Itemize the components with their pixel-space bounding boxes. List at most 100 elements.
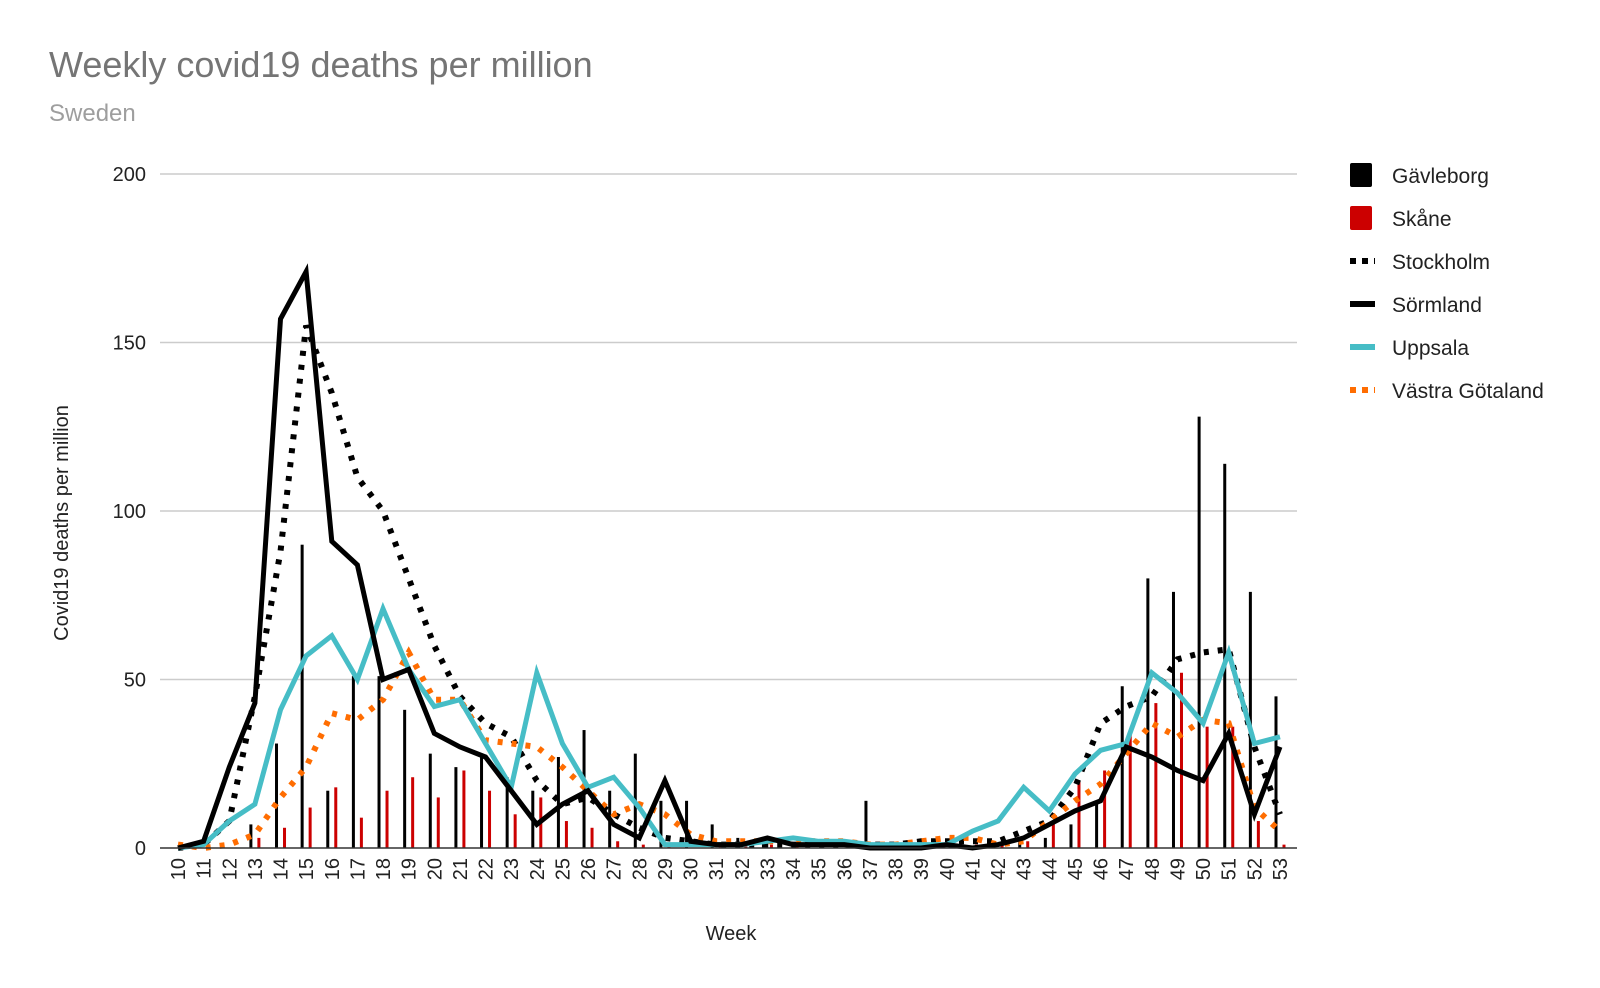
legend-label-g-vleborg: Gävleborg: [1392, 165, 1489, 188]
legend-label-sk-ne: Skåne: [1392, 208, 1452, 231]
bar-sk-ne-17: [359, 817, 363, 848]
x-tick-label: 47: [1116, 858, 1138, 880]
x-tick-label: 50: [1193, 858, 1215, 880]
bar-g-vleborg-31: [710, 824, 714, 848]
bar-marks: [249, 416, 1286, 848]
bar-sk-ne-25: [564, 821, 568, 848]
y-tick-label: 100: [113, 501, 146, 523]
bar-g-vleborg-49: [1171, 591, 1175, 848]
bar-g-vleborg-22: [480, 757, 484, 848]
bar-sk-ne-43: [1026, 841, 1030, 848]
x-axis-title: Week: [706, 923, 758, 945]
x-tick-label: 24: [527, 858, 549, 880]
legend-label-v-stra-g-taland: Västra Götaland: [1392, 380, 1544, 403]
line-stockholm: [177, 324, 1283, 851]
x-tick-label: 21: [450, 858, 472, 880]
bar-sk-ne-33: [769, 844, 773, 848]
x-tick-label: 36: [834, 858, 856, 880]
legend-label-stockholm: Stockholm: [1392, 251, 1490, 274]
bar-sk-ne-23: [513, 814, 517, 848]
bar-sk-ne-21: [462, 770, 466, 848]
x-tick-label: 33: [757, 858, 779, 880]
x-tick-label: 35: [809, 858, 831, 880]
bar-sk-ne-42: [1000, 844, 1004, 848]
legend-label-s-rmland: Sörmland: [1392, 294, 1482, 317]
bar-sk-ne-51: [1231, 726, 1235, 848]
line-s-rmland: [177, 263, 1283, 851]
x-tick-label: 43: [1014, 858, 1036, 880]
bar-g-vleborg-20: [428, 753, 432, 848]
bar-g-vleborg-18: [377, 676, 381, 848]
bar-sk-ne-28: [641, 844, 645, 848]
x-tick-label: 40: [937, 858, 959, 880]
x-tick-label: 25: [552, 858, 574, 880]
bar-g-vleborg-46: [1095, 800, 1099, 848]
x-tick-label: 32: [732, 858, 754, 880]
bar-sk-ne-44: [1051, 824, 1055, 848]
line-marks: [177, 263, 1283, 852]
x-tick-label: 53: [1270, 858, 1292, 880]
x-tick-label: 30: [681, 858, 703, 880]
y-tick-label: 0: [135, 838, 146, 860]
legend-swatch-g-vleborg: [1350, 163, 1372, 187]
bar-g-vleborg-15: [300, 544, 304, 848]
x-tick-label: 14: [271, 858, 293, 880]
x-tick-label: 27: [604, 858, 626, 880]
bar-sk-ne-27: [616, 841, 620, 848]
bar-g-vleborg-47: [1120, 686, 1124, 848]
bar-g-vleborg-30: [685, 800, 689, 848]
bar-g-vleborg-16: [326, 790, 330, 848]
bar-g-vleborg-53: [1274, 696, 1278, 848]
x-tick-label: 52: [1244, 858, 1266, 880]
legend-swatch-sk-ne: [1350, 206, 1372, 230]
line-v-stra-g-taland: [177, 646, 1283, 852]
bar-sk-ne-20: [436, 797, 440, 848]
x-tick-label: 28: [629, 858, 651, 880]
x-tick-label: 49: [1167, 858, 1189, 880]
y-tick-label: 200: [113, 164, 146, 186]
x-tick-label: 12: [219, 858, 241, 880]
bar-g-vleborg-37: [864, 800, 868, 848]
x-tick-label: 11: [194, 858, 216, 879]
bar-sk-ne-48: [1154, 703, 1158, 848]
bar-g-vleborg-17: [351, 676, 355, 848]
x-tick-label: 31: [706, 858, 728, 880]
bar-g-vleborg-19: [403, 709, 407, 848]
x-tick-label: 10: [168, 858, 190, 880]
chart-title: Weekly covid19 deaths per million: [49, 44, 593, 85]
bar-sk-ne-13: [257, 837, 261, 848]
bar-g-vleborg-50: [1197, 416, 1201, 848]
y-axis-title: Covid19 deaths per million: [51, 405, 73, 641]
x-tick-label: 23: [501, 858, 523, 880]
bar-sk-ne-46: [1103, 770, 1107, 848]
bar-sk-ne-22: [488, 790, 492, 848]
bar-g-vleborg-25: [556, 757, 560, 848]
x-tick-label: 13: [245, 858, 267, 880]
bar-sk-ne-26: [590, 827, 594, 848]
bar-sk-ne-15: [308, 807, 312, 848]
bar-g-vleborg-23: [505, 777, 509, 848]
x-tick-label: 38: [886, 858, 908, 880]
bar-sk-ne-14: [283, 827, 287, 848]
axes: 0 50 100 150 200 10 11 12 13 14 15 16 17 18 19 20 21 22 23…: [113, 164, 1297, 880]
bar-sk-ne-45: [1077, 780, 1081, 848]
x-tick-label: 41: [962, 858, 984, 880]
x-tick-label: 45: [1065, 858, 1087, 880]
bar-g-vleborg-29: [659, 800, 663, 848]
x-tick-label: 48: [1142, 858, 1164, 880]
x-tick-label: 51: [1219, 858, 1241, 880]
bar-sk-ne-53: [1282, 844, 1286, 848]
x-tick-label: 29: [655, 858, 677, 880]
chart-subtitle: Sweden: [49, 100, 136, 127]
bar-g-vleborg-51: [1223, 463, 1227, 848]
x-tick-label: 46: [1091, 858, 1113, 880]
x-tick-label: 18: [373, 858, 395, 880]
x-tick-label: 26: [578, 858, 600, 880]
bar-sk-ne-52: [1256, 821, 1260, 848]
x-tick-label: 44: [1039, 858, 1061, 880]
x-tick-label: 22: [476, 858, 498, 880]
bar-sk-ne-19: [411, 777, 415, 848]
bar-sk-ne-49: [1179, 672, 1183, 848]
bar-g-vleborg-44: [1043, 837, 1047, 848]
